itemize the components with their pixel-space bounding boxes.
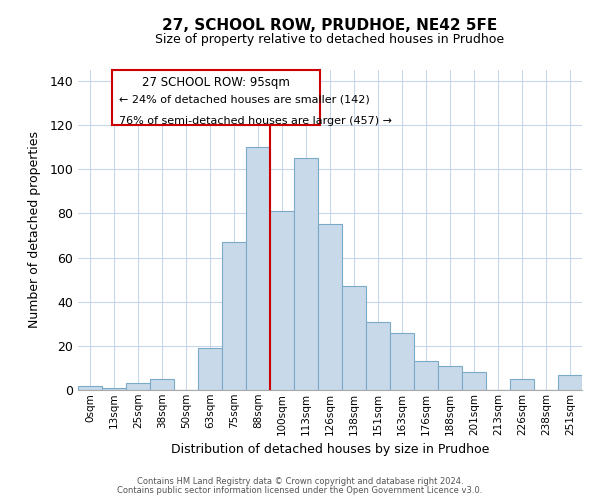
Bar <box>318 224 342 390</box>
Text: Contains HM Land Registry data © Crown copyright and database right 2024.: Contains HM Land Registry data © Crown c… <box>137 477 463 486</box>
Bar <box>390 332 414 390</box>
Bar <box>366 322 390 390</box>
Bar <box>294 158 318 390</box>
Bar <box>198 348 222 390</box>
Text: Contains public sector information licensed under the Open Government Licence v3: Contains public sector information licen… <box>118 486 482 495</box>
Text: ← 24% of detached houses are smaller (142): ← 24% of detached houses are smaller (14… <box>119 94 370 104</box>
Bar <box>558 374 582 390</box>
Text: 76% of semi-detached houses are larger (457) →: 76% of semi-detached houses are larger (… <box>119 116 392 126</box>
Bar <box>414 362 438 390</box>
Text: 27 SCHOOL ROW: 95sqm: 27 SCHOOL ROW: 95sqm <box>142 76 290 89</box>
Bar <box>150 379 174 390</box>
Bar <box>342 286 366 390</box>
Bar <box>510 379 534 390</box>
Y-axis label: Number of detached properties: Number of detached properties <box>28 132 41 328</box>
Bar <box>222 242 246 390</box>
Text: Size of property relative to detached houses in Prudhoe: Size of property relative to detached ho… <box>155 32 505 46</box>
FancyBboxPatch shape <box>112 70 320 125</box>
Bar <box>462 372 486 390</box>
Bar <box>438 366 462 390</box>
X-axis label: Distribution of detached houses by size in Prudhoe: Distribution of detached houses by size … <box>171 443 489 456</box>
Bar <box>126 384 150 390</box>
Bar <box>270 211 294 390</box>
Bar <box>246 147 270 390</box>
Text: 27, SCHOOL ROW, PRUDHOE, NE42 5FE: 27, SCHOOL ROW, PRUDHOE, NE42 5FE <box>163 18 497 32</box>
Bar <box>78 386 102 390</box>
Bar <box>102 388 126 390</box>
